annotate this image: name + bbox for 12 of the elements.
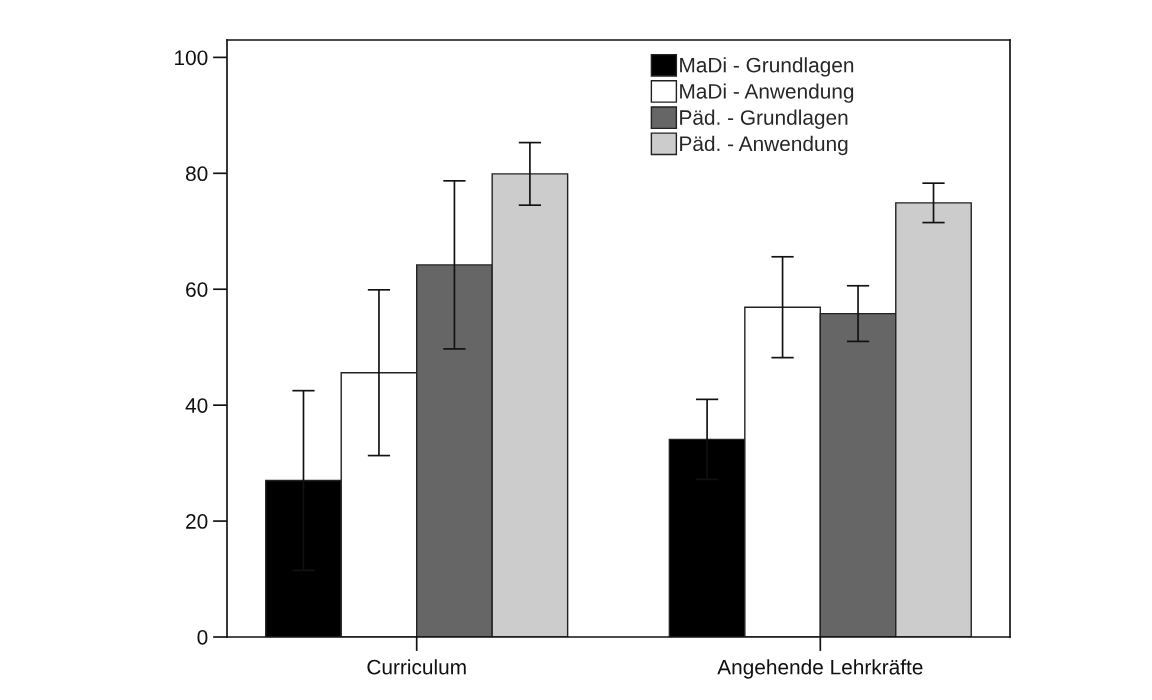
legend-label: MaDi - Grundlagen (680, 57, 854, 77)
y-tick-label: 80 (185, 166, 208, 182)
x-tick-label: Angehende Lehrkräfte (717, 659, 923, 679)
legend-label: MaDi - Anwendung (680, 83, 854, 103)
legend-label: Päd. - Anwendung (680, 135, 848, 156)
legend-label: Päd. - Grundlagen (680, 109, 848, 130)
y-tick-label: 20 (186, 514, 208, 529)
y-tick-label: 0 (197, 630, 208, 645)
y-tick-label: 60 (186, 282, 208, 297)
x-tick-label: Curriculum (367, 659, 466, 675)
y-tick-label: 40 (185, 398, 208, 413)
y-tick-label: 100 (175, 50, 208, 66)
